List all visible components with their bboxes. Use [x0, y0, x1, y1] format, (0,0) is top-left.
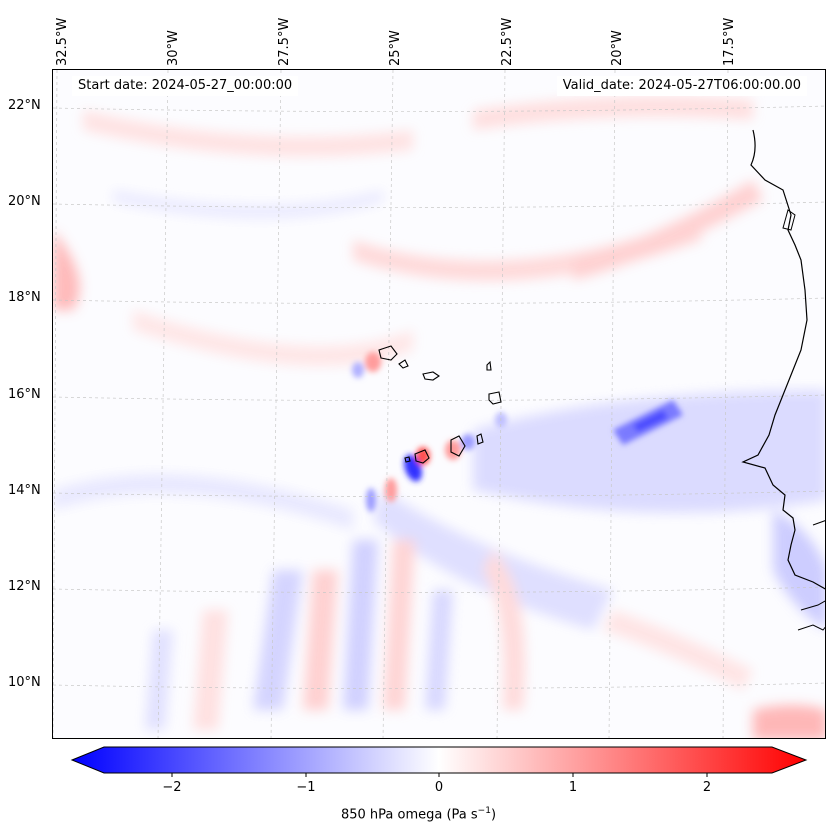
colorbar-tick-label: 1 [568, 780, 578, 795]
omega-patch [365, 352, 381, 372]
maio-island [476, 433, 484, 445]
omega-field [53, 70, 825, 738]
omega-patch [753, 705, 825, 738]
coast-bissagos [797, 624, 825, 631]
boa-vista-island [488, 391, 502, 405]
omega-patch [352, 362, 364, 378]
colorbar-tick-label: −2 [162, 780, 182, 795]
lat-label-22n: 22°N [8, 98, 41, 113]
sal-island [486, 360, 492, 371]
omega-patch [385, 478, 397, 502]
lat-label-18n: 18°N [8, 290, 41, 305]
omega-patch [473, 96, 753, 130]
omega-patch [343, 540, 378, 710]
omega-patch [603, 610, 753, 690]
omega-patch [133, 310, 413, 366]
omega-patch [473, 390, 825, 513]
omega-patch [145, 630, 173, 730]
santo-antao-island [378, 345, 398, 361]
lat-label-14n: 14°N [8, 483, 41, 498]
lon-label-25w: 25°W [388, 30, 403, 66]
map-panel[interactable] [52, 69, 826, 739]
lat-label-12n: 12°N [8, 579, 41, 594]
colorbar-title-text: 850 hPa omega (Pa s [340, 807, 478, 823]
omega-patch [425, 590, 453, 710]
lon-label-17-5w: 17.5°W [722, 17, 737, 66]
lon-label-22-5w: 22.5°W [500, 17, 515, 66]
omega-patch [445, 440, 461, 460]
omega-patch [53, 230, 80, 310]
colorbar-tick-label: 0 [434, 780, 444, 795]
colorbar-tick-label: 2 [702, 780, 712, 795]
lat-label-16n: 16°N [8, 387, 41, 402]
omega-patch [353, 220, 703, 281]
lon-label-20w: 20°W [610, 30, 625, 66]
valid-date-label: Valid_date: 2024-05-27T06:00:00.00 [556, 76, 807, 96]
coast-river [812, 520, 825, 526]
colorbar-title: 850 hPa omega (Pa s−1) [0, 806, 837, 822]
santiago-island [450, 435, 466, 457]
omega-patch [366, 488, 376, 512]
lon-label-30w: 30°W [166, 30, 181, 66]
coast-guinea [800, 600, 825, 611]
coast-inlet [782, 209, 796, 231]
omega-patch [253, 570, 303, 710]
colorbar-bar [70, 746, 808, 777]
colorbar-title-exponent: −1 [477, 806, 491, 816]
omega-patch [483, 550, 525, 710]
lon-label-32-5w: 32.5°W [55, 17, 70, 66]
colorbar-tick-label: −1 [296, 780, 316, 795]
start-date-label: Start date: 2024-05-27_00:00:00 [72, 76, 299, 96]
gridlines [53, 70, 825, 738]
omega-patch [633, 410, 668, 432]
sao-nicolau-island [422, 371, 440, 381]
colorbar-title-end: ) [490, 807, 497, 823]
lat-label-10n: 10°N [8, 675, 41, 690]
sao-vicente-island [398, 359, 409, 369]
omega-patch [113, 190, 383, 219]
fogo-island [414, 449, 430, 464]
omega-patch [383, 540, 415, 710]
omega-patch [193, 610, 228, 730]
lon-label-27-5w: 27.5°W [277, 17, 292, 66]
omega-patch [303, 570, 338, 710]
omega-patch [83, 110, 413, 157]
brava-island [404, 456, 411, 463]
lat-label-20n: 20°N [8, 194, 41, 209]
omega-patch [773, 510, 825, 629]
colorbar-tick-marks [171, 773, 708, 777]
colorbar-gradient [70, 746, 808, 774]
omega-patch [53, 474, 353, 530]
africa-coastline [741, 129, 825, 590]
cape-verde-islands [378, 345, 502, 464]
omega-patch [573, 180, 763, 280]
